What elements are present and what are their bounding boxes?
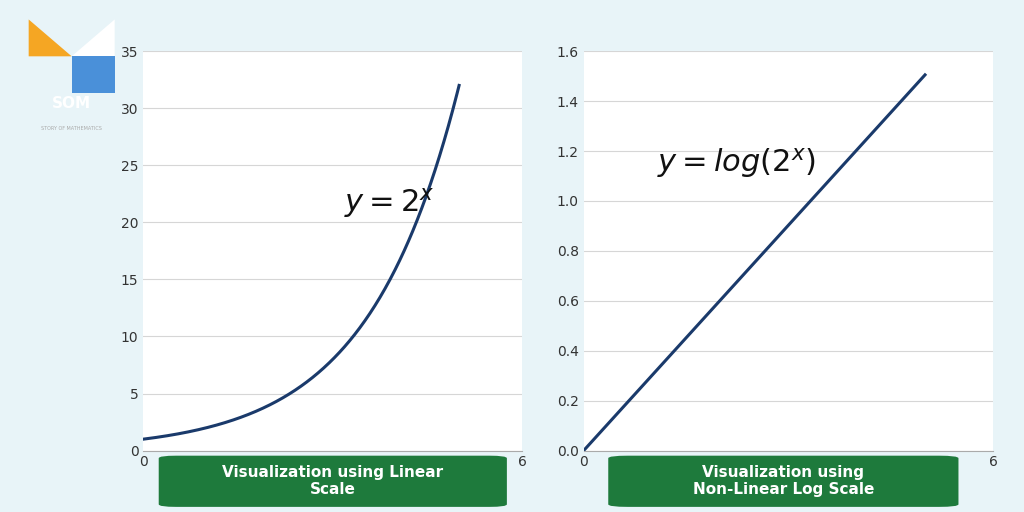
Text: STORY OF MATHEMATICS: STORY OF MATHEMATICS xyxy=(41,125,102,131)
Text: Visualization using Linear
Scale: Visualization using Linear Scale xyxy=(222,465,443,498)
Polygon shape xyxy=(72,56,115,93)
Text: Visualization using
Non-Linear Log Scale: Visualization using Non-Linear Log Scale xyxy=(692,465,874,498)
Text: $y = log(2^x)$: $y = log(2^x)$ xyxy=(657,146,816,180)
Text: SOM: SOM xyxy=(52,96,91,111)
Polygon shape xyxy=(72,19,115,56)
FancyBboxPatch shape xyxy=(159,456,507,507)
Text: $y = 2^x$: $y = 2^x$ xyxy=(344,186,435,220)
FancyBboxPatch shape xyxy=(608,456,958,507)
Polygon shape xyxy=(29,19,72,56)
